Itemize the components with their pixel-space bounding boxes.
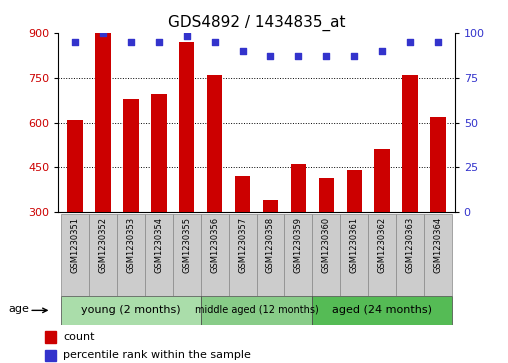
Bar [340,214,368,296]
Text: GSM1230363: GSM1230363 [405,217,415,273]
Text: GSM1230354: GSM1230354 [154,217,164,273]
Text: age: age [9,304,29,314]
Bar [229,214,257,296]
Bar [235,176,250,212]
Bar [346,171,362,212]
Bar [89,214,117,296]
Text: GSM1230355: GSM1230355 [182,217,192,273]
Point [155,39,163,45]
Text: GSM1230353: GSM1230353 [126,217,136,273]
Text: aged (24 months): aged (24 months) [332,305,432,315]
Bar [61,214,89,296]
Point [127,39,135,45]
Text: GSM1230364: GSM1230364 [433,217,442,273]
Bar [201,214,229,296]
Bar [61,296,201,325]
Point [322,53,330,59]
Point [406,39,414,45]
Bar [291,164,306,212]
Bar [312,214,340,296]
Bar [68,119,83,212]
Bar [430,117,446,212]
Bar [424,214,452,296]
Point [434,39,442,45]
Text: GSM1230360: GSM1230360 [322,217,331,273]
Text: GSM1230362: GSM1230362 [377,217,387,273]
Text: GSM1230361: GSM1230361 [350,217,359,273]
Bar [257,214,284,296]
Text: GSM1230357: GSM1230357 [238,217,247,273]
Bar [312,296,452,325]
Text: middle aged (12 months): middle aged (12 months) [195,305,319,315]
Bar [263,200,278,212]
Text: percentile rank within the sample: percentile rank within the sample [63,350,251,360]
Text: GSM1230351: GSM1230351 [71,217,80,273]
Point [211,39,219,45]
Point [71,39,79,45]
Bar [173,214,201,296]
Point [350,53,358,59]
Bar [179,42,195,212]
Bar [45,331,56,343]
Text: young (2 months): young (2 months) [81,305,181,315]
Bar [284,214,312,296]
Point [183,33,191,39]
Bar [201,296,312,325]
Point [239,48,247,54]
Bar [207,74,223,212]
Point [99,30,107,36]
Bar [374,150,390,212]
Bar [117,214,145,296]
Bar [145,214,173,296]
Text: count: count [63,332,94,342]
Text: GSM1230358: GSM1230358 [266,217,275,273]
Text: GSM1230352: GSM1230352 [99,217,108,273]
Bar [45,350,56,361]
Point [378,48,386,54]
Point [294,53,302,59]
Point [266,53,274,59]
Bar [396,214,424,296]
Bar [123,99,139,212]
Title: GDS4892 / 1434835_at: GDS4892 / 1434835_at [168,15,345,31]
Bar [368,214,396,296]
Bar [319,178,334,212]
Text: GSM1230359: GSM1230359 [294,217,303,273]
Bar [151,94,167,212]
Bar [96,33,111,212]
Bar [402,74,418,212]
Text: GSM1230356: GSM1230356 [210,217,219,273]
